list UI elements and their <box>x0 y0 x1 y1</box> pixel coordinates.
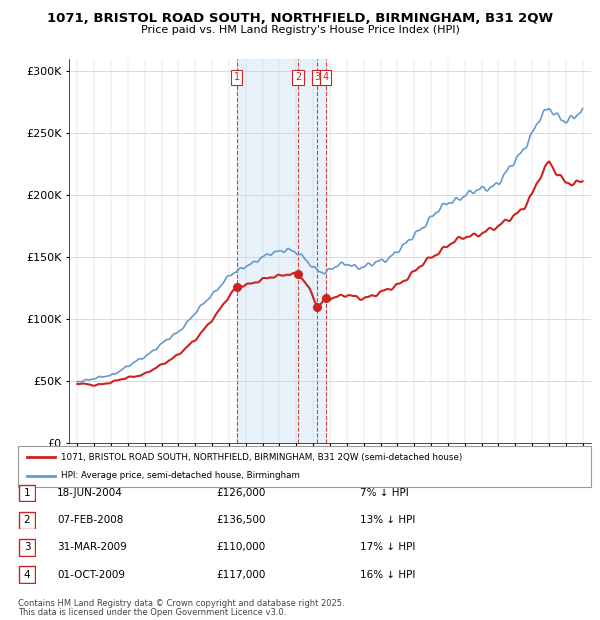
Text: HPI: Average price, semi-detached house, Birmingham: HPI: Average price, semi-detached house,… <box>61 471 300 480</box>
Text: 4: 4 <box>323 73 329 82</box>
Text: Price paid vs. HM Land Registry's House Price Index (HPI): Price paid vs. HM Land Registry's House … <box>140 25 460 35</box>
Text: 3: 3 <box>314 73 320 82</box>
Text: 13% ↓ HPI: 13% ↓ HPI <box>360 515 415 525</box>
Text: 31-MAR-2009: 31-MAR-2009 <box>57 542 127 552</box>
Text: 2: 2 <box>295 73 301 82</box>
Text: £110,000: £110,000 <box>216 542 265 552</box>
Text: 3: 3 <box>23 542 31 552</box>
Text: 2: 2 <box>23 515 31 525</box>
Text: 7% ↓ HPI: 7% ↓ HPI <box>360 488 409 498</box>
Text: This data is licensed under the Open Government Licence v3.0.: This data is licensed under the Open Gov… <box>18 608 286 617</box>
Text: 07-FEB-2008: 07-FEB-2008 <box>57 515 124 525</box>
Text: £126,000: £126,000 <box>216 488 265 498</box>
Text: 01-OCT-2009: 01-OCT-2009 <box>57 570 125 580</box>
Text: 4: 4 <box>23 570 31 580</box>
Text: 17% ↓ HPI: 17% ↓ HPI <box>360 542 415 552</box>
Text: £117,000: £117,000 <box>216 570 265 580</box>
Text: 1: 1 <box>23 488 31 498</box>
Bar <box>237 59 326 443</box>
Text: 16% ↓ HPI: 16% ↓ HPI <box>360 570 415 580</box>
Text: 1071, BRISTOL ROAD SOUTH, NORTHFIELD, BIRMINGHAM, B31 2QW: 1071, BRISTOL ROAD SOUTH, NORTHFIELD, BI… <box>47 12 553 25</box>
Text: 1: 1 <box>233 73 240 82</box>
Text: 1071, BRISTOL ROAD SOUTH, NORTHFIELD, BIRMINGHAM, B31 2QW (semi-detached house): 1071, BRISTOL ROAD SOUTH, NORTHFIELD, BI… <box>61 453 463 462</box>
Text: Contains HM Land Registry data © Crown copyright and database right 2025.: Contains HM Land Registry data © Crown c… <box>18 600 344 608</box>
Text: £136,500: £136,500 <box>216 515 265 525</box>
Text: 18-JUN-2004: 18-JUN-2004 <box>57 488 123 498</box>
